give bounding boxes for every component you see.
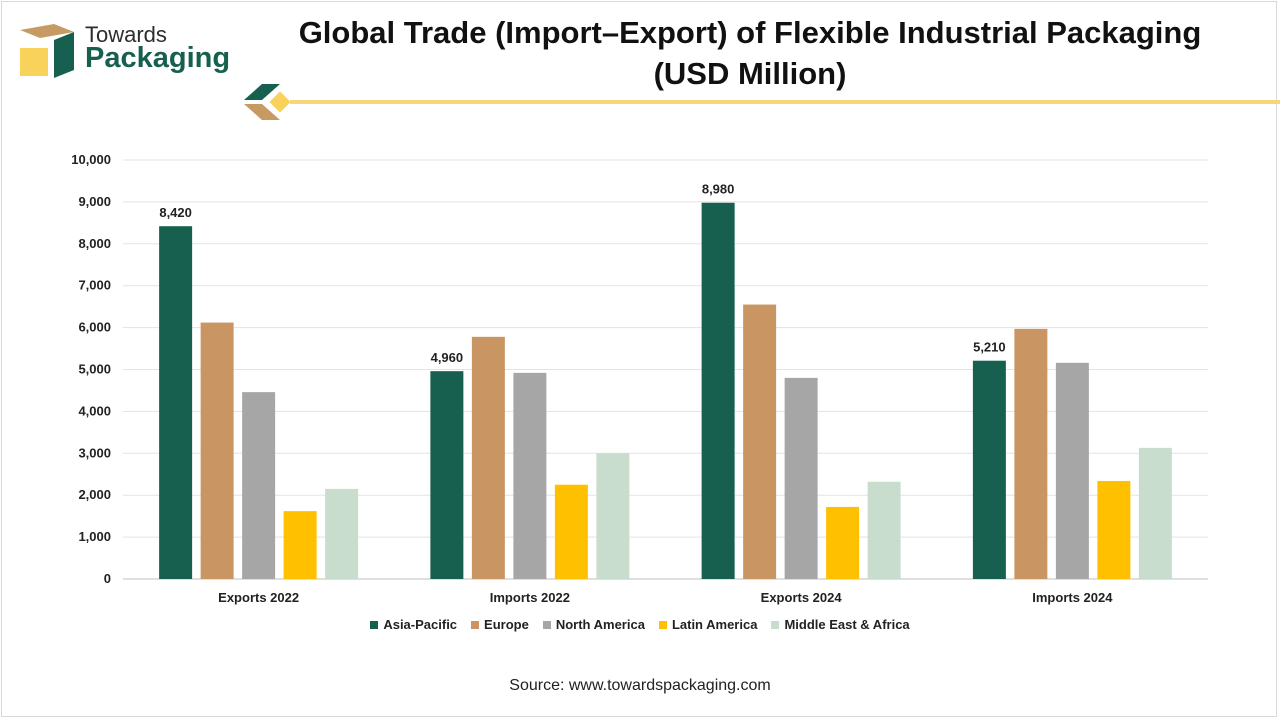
legend-swatch: [658, 620, 667, 629]
legend-label: Europe: [484, 617, 529, 632]
y-tick-label: 8,000: [78, 236, 111, 251]
bar-asia-pacific: [701, 202, 735, 579]
source-note: Source: www.towardspackaging.com: [509, 677, 771, 694]
chart-legend: Asia-Pacific Europe North America Latin Ame…: [0, 617, 1280, 632]
y-tick-label: 10,000: [71, 152, 111, 167]
bar-latin-america: [826, 506, 860, 579]
x-tick-label: Imports 2022: [490, 590, 570, 605]
bar-latin-america: [554, 484, 588, 579]
legend-swatch: [471, 620, 480, 629]
bar-north-america: [784, 377, 818, 579]
x-tick-label: Exports 2022: [218, 590, 299, 605]
y-tick-label: 0: [104, 571, 111, 586]
bar-middle-east-africa: [1138, 447, 1172, 579]
brand-line1: Towards: [85, 22, 167, 47]
legend-label: Middle East & Africa: [784, 617, 910, 632]
data-label: 4,960: [431, 350, 464, 365]
title-line2: (USD Million): [653, 56, 847, 91]
bar-europe: [200, 322, 234, 579]
bar-middle-east-africa: [325, 488, 359, 579]
y-tick-label: 7,000: [78, 278, 111, 293]
title-line1: Global Trade (Import–Export) of Flexible…: [298, 15, 1202, 50]
chart-title: Global Trade (Import–Export) of Flexible…: [290, 12, 1210, 94]
bar-europe: [471, 336, 505, 579]
y-tick-label: 4,000: [78, 403, 111, 418]
legend-swatch: [542, 620, 551, 629]
bar-asia-pacific: [430, 371, 464, 579]
legend-swatch: [771, 620, 780, 629]
brand-logo: Towards Packaging: [16, 20, 246, 82]
y-tick-label: 5,000: [78, 362, 111, 377]
y-tick-label: 1,000: [78, 529, 111, 544]
bar-europe: [1014, 328, 1048, 579]
y-tick-label: 2,000: [78, 487, 111, 502]
y-tick-label: 6,000: [78, 320, 111, 335]
legend-item: Europe: [471, 617, 529, 632]
box-logo-icon: [20, 24, 74, 78]
bar-asia-pacific: [972, 360, 1006, 579]
data-label: 5,210: [973, 340, 1006, 355]
legend-label: North America: [555, 617, 645, 632]
legend-item: North America: [542, 617, 645, 632]
bar-europe: [743, 304, 777, 579]
bar-north-america: [242, 392, 276, 579]
title-rule: [290, 100, 1280, 104]
bar-middle-east-africa: [596, 453, 630, 579]
legend-label: Asia-Pacific: [383, 617, 458, 632]
legend-item: Asia-Pacific: [370, 617, 457, 632]
brand-line2: Packaging: [85, 42, 231, 74]
legend-item: Latin America: [658, 617, 758, 632]
bar-latin-america: [283, 511, 317, 579]
y-tick-label: 9,000: [78, 194, 111, 209]
legend-label: Latin America: [671, 617, 758, 632]
bar-asia-pacific: [159, 226, 193, 579]
legend-item: Middle East & Africa: [771, 617, 910, 632]
bar-north-america: [1055, 362, 1089, 579]
data-label: 8,420: [159, 205, 192, 220]
bar-north-america: [513, 372, 547, 579]
bar-latin-america: [1097, 480, 1131, 579]
bar-middle-east-africa: [867, 481, 901, 579]
x-tick-label: Exports 2024: [761, 590, 843, 605]
x-tick-label: Imports 2024: [1032, 590, 1113, 605]
y-tick-label: 3,000: [78, 445, 111, 460]
data-label: 8,980: [702, 182, 735, 197]
legend-swatch: [370, 620, 379, 629]
diamond-decoration-icon: [244, 84, 294, 120]
